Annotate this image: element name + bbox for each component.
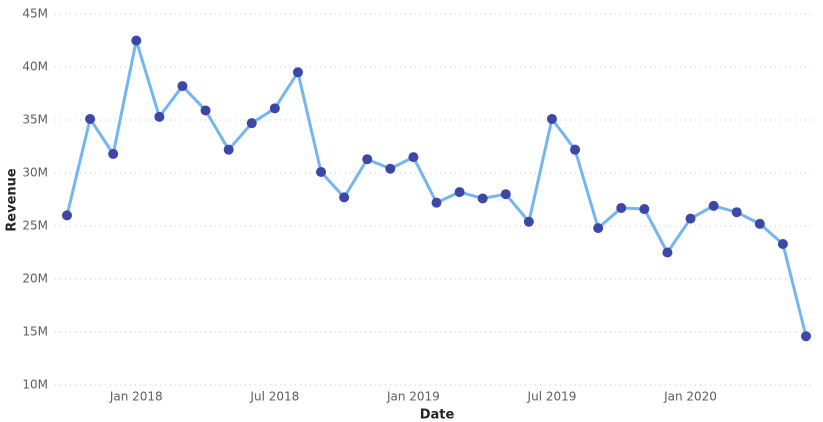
y-tick-label: 45M [22,7,48,21]
point [523,216,534,227]
point [731,207,742,218]
point [292,67,303,78]
point [777,239,788,250]
x-tick-label: Jul 2018 [249,390,299,404]
y-tick-label: 25M [22,219,48,233]
point [454,187,465,198]
point [593,223,604,234]
point [546,113,557,124]
point [754,218,765,229]
point [708,200,719,211]
point [500,189,511,200]
point [385,163,396,174]
point [362,154,373,165]
point [269,103,280,114]
point [108,148,119,159]
y-tick-label: 40M [22,60,48,74]
x-tick-label: Jul 2019 [527,390,577,404]
point [431,197,442,208]
point [408,152,419,163]
point [316,166,327,177]
point [177,81,188,92]
point [131,35,142,46]
point [200,105,211,116]
point [477,193,488,204]
point [801,331,811,342]
point [685,213,696,224]
point [223,144,234,155]
x-tick-label: Jan 2019 [386,390,440,404]
point [246,118,257,129]
y-tick-label: 20M [22,272,48,286]
x-tick-label: Jan 2020 [663,390,717,404]
x-tick-label: Jan 2018 [109,390,163,404]
point [154,111,165,122]
point [339,192,350,203]
y-tick-label: 30M [22,166,48,180]
point [639,204,650,215]
point [570,144,581,155]
y-axis-title: Revenue [5,168,20,232]
y-tick-label: 10M [22,378,48,392]
y-tick-label: 15M [22,325,48,339]
point [62,210,72,221]
x-axis-title: Date [420,408,455,422]
point [616,202,627,213]
point [85,113,96,124]
y-tick-label: 35M [22,113,48,127]
point [662,247,673,258]
